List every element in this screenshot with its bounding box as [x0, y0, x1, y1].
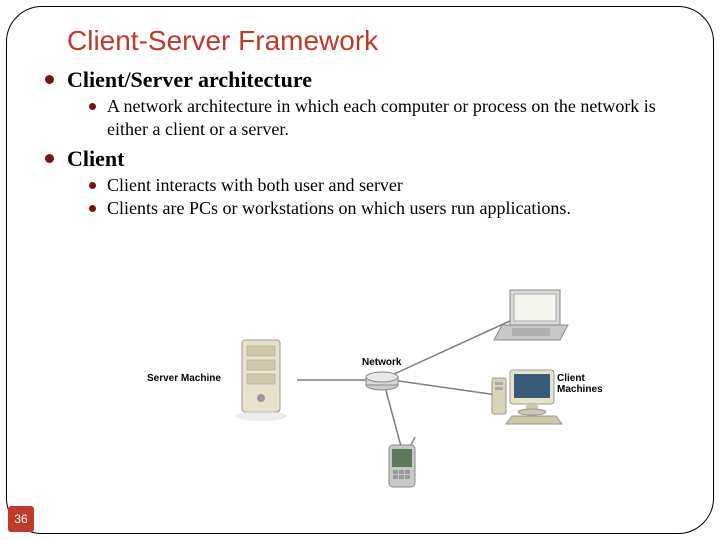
network-diagram: Server Machine Network Client Machines	[147, 285, 627, 495]
slide-frame: Client-Server Framework Client/Server ar…	[6, 6, 714, 534]
bullet-heading: Client/Server architecture	[67, 67, 312, 92]
desktop-icon	[492, 370, 562, 424]
diagram-svg	[147, 285, 627, 495]
page-number: 36	[8, 506, 34, 532]
bullet-l1-item: Client/Server architecture A network arc…	[45, 67, 685, 142]
bullet-l1-item: Client Client interacts with both user a…	[45, 146, 685, 221]
diagram-edges	[297, 320, 512, 450]
laptop-icon	[494, 290, 568, 340]
bullet-list-level2: A network architecture in which each com…	[67, 95, 685, 142]
diagram-label-clients: Client Machines	[557, 373, 627, 395]
server-icon	[235, 340, 287, 421]
network-hub-icon	[366, 372, 398, 390]
pda-icon	[389, 437, 415, 487]
bullet-list-level1: Client/Server architecture A network arc…	[35, 67, 685, 221]
bullet-list-level2: Client interacts with both user and serv…	[67, 174, 685, 221]
diagram-label-network: Network	[362, 357, 401, 368]
bullet-l2-item: Clients are PCs or workstations on which…	[89, 197, 685, 220]
bullet-l2-item: Client interacts with both user and serv…	[89, 174, 685, 197]
diagram-label-server: Server Machine	[147, 373, 221, 384]
bullet-heading: Client	[67, 146, 124, 171]
bullet-l2-item: A network architecture in which each com…	[89, 95, 685, 142]
slide-title: Client-Server Framework	[67, 25, 685, 57]
